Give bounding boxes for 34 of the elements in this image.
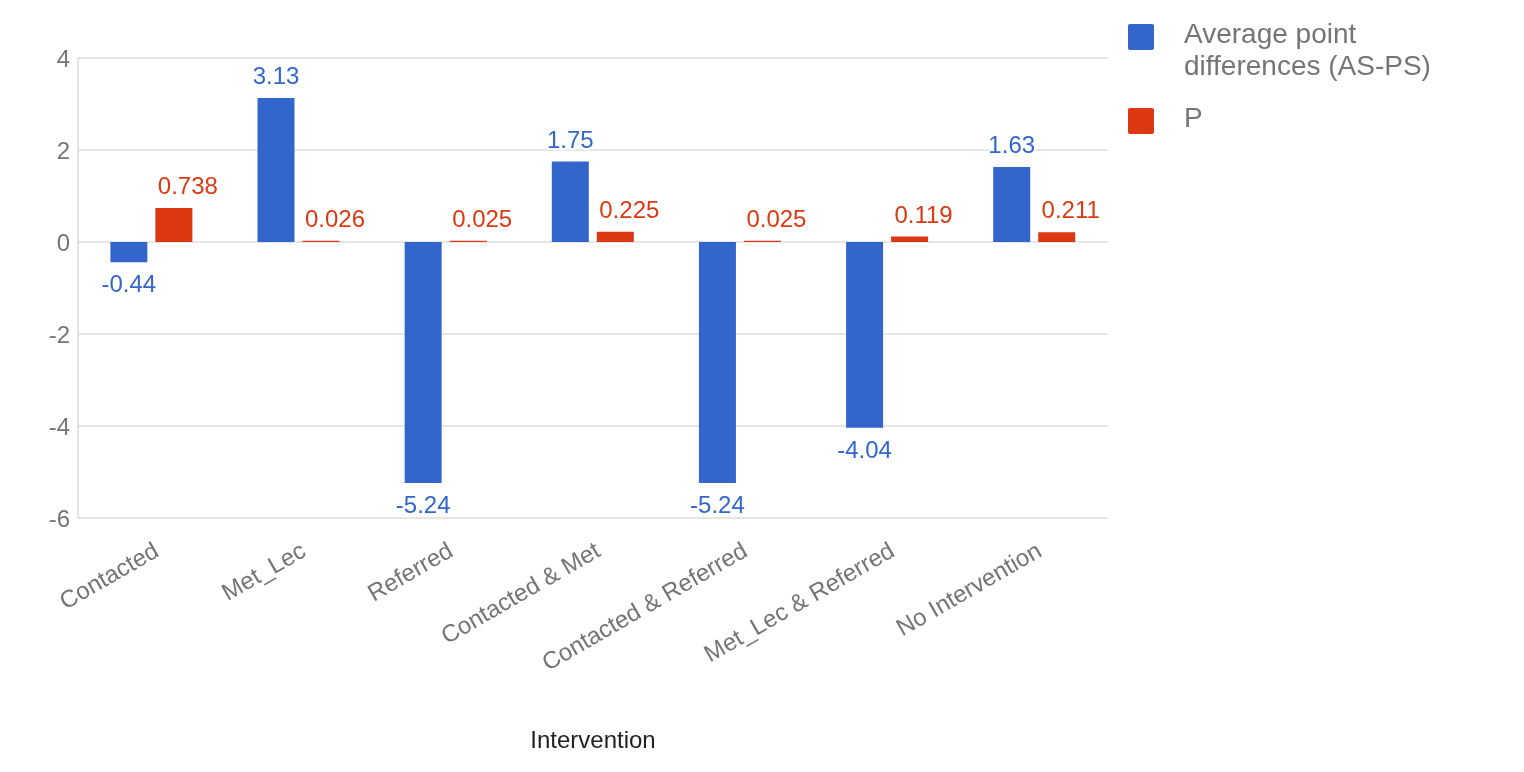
y-tick-label: -2: [48, 320, 70, 348]
data-label: 0.026: [304, 204, 366, 232]
data-label: 3.13: [252, 62, 300, 90]
bar: [404, 242, 442, 484]
bar: [698, 242, 736, 484]
data-label: 0.225: [599, 195, 660, 223]
bar: [257, 98, 295, 242]
data-label: -5.24: [690, 491, 745, 519]
data-label: 0.025: [452, 204, 513, 232]
data-label: 0.119: [894, 200, 953, 228]
data-label: 0.025: [746, 204, 807, 232]
bar: [891, 236, 929, 242]
bar: [1038, 232, 1076, 242]
y-tick-label: 4: [56, 44, 70, 72]
y-tick-label: -4: [48, 412, 70, 440]
legend-label: Average point differences (AS-PS): [1184, 18, 1432, 82]
x-axis-title: Intervention: [530, 726, 656, 753]
legend-label: P: [1184, 102, 1203, 134]
bar: [846, 242, 884, 428]
y-tick-label: 2: [56, 136, 70, 164]
y-tick-label: 0: [56, 228, 70, 256]
data-label: 1.75: [546, 125, 594, 153]
data-label: 0.211: [1041, 196, 1100, 224]
data-label: 0.738: [157, 172, 218, 200]
bar: [993, 167, 1031, 242]
data-label: -5.24: [395, 491, 451, 519]
data-label: -0.44: [101, 270, 157, 298]
bar: [551, 161, 589, 242]
bar: [155, 208, 193, 242]
bar: [110, 242, 148, 263]
data-label: 1.63: [988, 131, 1036, 159]
data-label: -4.04: [837, 435, 892, 463]
bar: [596, 231, 634, 242]
y-tick-label: -6: [48, 504, 70, 532]
